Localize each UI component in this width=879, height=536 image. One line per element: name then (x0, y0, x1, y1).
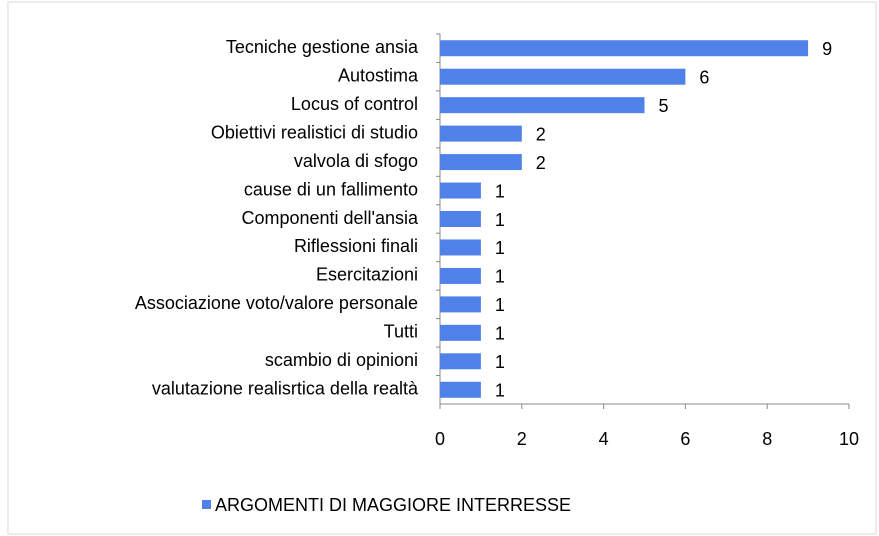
bar (440, 324, 481, 341)
data-label: 2 (536, 153, 546, 173)
y-tick-label: Locus of control (291, 94, 418, 114)
bar (440, 68, 686, 85)
data-label: 1 (495, 381, 505, 401)
y-tick-label: Associazione voto/valore personale (135, 293, 418, 313)
y-tick-label: scambio di opinioni (265, 350, 418, 370)
y-tick-label: Componenti dell'ansia (241, 208, 419, 228)
y-tick-label: Tutti (384, 322, 418, 342)
x-tick-label: 6 (680, 429, 690, 449)
bar (440, 182, 481, 199)
x-tick-label: 4 (599, 429, 609, 449)
y-tick-label: valutazione realisrtica della realtà (152, 379, 419, 399)
legend-marker (202, 500, 211, 509)
y-tick-label: valvola di sfogo (294, 151, 418, 171)
bar (440, 154, 522, 171)
bar (440, 239, 481, 256)
data-label: 1 (495, 267, 505, 287)
bar (440, 353, 481, 370)
y-tick-label: Autostima (338, 65, 419, 85)
data-label: 1 (495, 295, 505, 315)
bar (440, 97, 645, 114)
y-tick-label: Tecniche gestione ansia (226, 37, 419, 57)
data-label: 6 (699, 67, 709, 87)
data-label: 1 (495, 352, 505, 372)
y-tick-label: Esercitazioni (316, 265, 418, 285)
bar (440, 267, 481, 284)
bar (440, 40, 809, 57)
x-tick-label: 2 (517, 429, 527, 449)
data-label: 1 (495, 181, 505, 201)
x-tick-label: 8 (762, 429, 772, 449)
data-label: 2 (536, 124, 546, 144)
x-tick-label: 0 (435, 429, 445, 449)
y-tick-label: cause di un fallimento (244, 179, 418, 199)
bar (440, 296, 481, 313)
bar (440, 125, 522, 142)
legend-label: ARGOMENTI DI MAGGIORE INTERRESSE (215, 495, 571, 515)
bar (440, 211, 481, 227)
data-label: 1 (495, 238, 505, 258)
data-label: 1 (495, 324, 505, 344)
bar (440, 381, 481, 398)
y-tick-label: Obiettivi realistici di studio (211, 122, 418, 142)
data-label: 1 (495, 210, 505, 230)
data-label: 5 (659, 96, 669, 116)
y-tick-label: Riflessioni finali (294, 236, 418, 256)
data-label: 9 (822, 39, 832, 59)
x-tick-label: 10 (839, 429, 859, 449)
